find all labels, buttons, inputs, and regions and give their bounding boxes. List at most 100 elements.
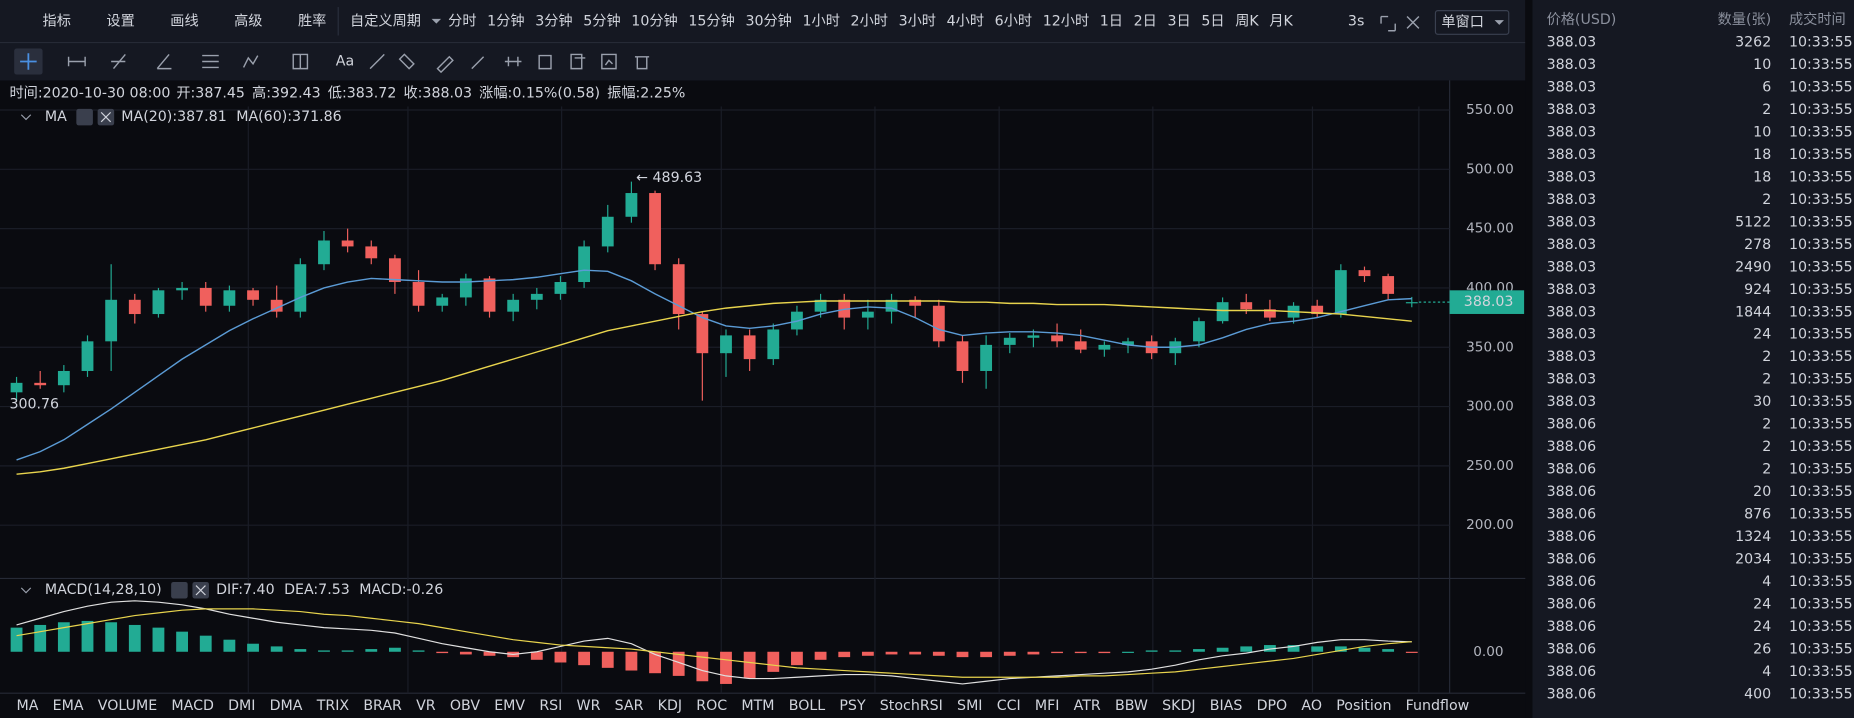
indicator-tab[interactable]: BIAS [1210,698,1243,714]
indicator-tab[interactable]: KDJ [658,698,682,714]
indicator-tab[interactable]: CCI [997,698,1021,714]
indicator-tab[interactable]: WR [577,698,601,714]
toolbar-item[interactable]: 3小时 [899,13,936,29]
trade-time: 10:33:55 [1789,80,1853,96]
indicator-tab[interactable]: DMA [270,698,303,714]
toolbar-item[interactable]: 6小时 [995,13,1032,29]
toolbar-item[interactable]: 2小时 [851,13,888,29]
indicator-tab[interactable]: DMI [228,698,255,714]
toolbar-item[interactable]: 4小时 [947,13,984,29]
indicator-tab[interactable]: TRIX [316,698,350,714]
last-price-label: 388.03 [1464,294,1514,310]
info-value: 388.03 [422,85,472,101]
indicator-tab[interactable]: EMA [53,698,84,714]
toolbar-item[interactable]: 5分钟 [583,12,620,29]
trade-qty: 2034 [1735,551,1771,567]
window-mode[interactable]: 单窗口 [1441,13,1484,30]
window-button[interactable] [1434,10,1510,35]
candle-body [1193,321,1205,342]
trade-qty: 6 [1762,80,1771,96]
indicator-tab[interactable]: VR [416,698,436,714]
indicator-tab[interactable]: MA [17,698,39,714]
candle-body [483,278,496,312]
macd-bar [10,627,23,652]
macd-bar [696,651,709,682]
indicator-tab[interactable]: MFI [1035,698,1060,714]
toolbar-item[interactable]: 周K [1235,13,1259,29]
info-label: 开: [176,85,195,101]
trade-qty: 1324 [1735,529,1771,545]
trade-time: 10:33:55 [1789,462,1853,478]
trade-time: 10:33:55 [1789,147,1853,163]
trade-time: 10:33:55 [1789,35,1853,51]
trade-time: 10:33:55 [1789,686,1853,702]
macd-bar [1382,649,1395,652]
toolbar-item[interactable]: 3分钟 [535,12,572,29]
trade-price: 388.06 [1547,484,1597,500]
indicator-tab[interactable]: VOLUME [98,698,157,714]
toolbar-item[interactable]: 2日 [1134,13,1157,29]
toolbar-item[interactable]: 10分钟 [631,12,677,29]
trade-time: 10:33:55 [1789,417,1853,433]
candle-body [696,314,709,354]
indicator-tab[interactable]: AO [1301,698,1322,714]
indicator-tab[interactable]: BBW [1115,698,1148,714]
trade-time: 10:33:55 [1789,124,1853,140]
indicator-tab[interactable]: OBV [450,698,480,714]
refresh[interactable]: 3s [1348,13,1364,29]
indicator-tab[interactable]: SKDJ [1162,698,1195,714]
toolbar-item[interactable]: 画线 [170,13,198,29]
toolbar-item[interactable]: 设置 [106,13,134,29]
trade-time: 10:33:55 [1789,349,1853,365]
candle-body [980,344,993,371]
settings-icon[interactable] [76,108,93,126]
toolbar-item[interactable]: 5日 [1201,13,1224,29]
toolbar-item[interactable]: 指标 [43,13,71,29]
toolbar-item[interactable]: 3日 [1168,13,1191,29]
candle-body [105,299,118,342]
trade-time: 10:33:55 [1789,641,1853,657]
trade-price: 388.03 [1547,259,1597,275]
toolbar-item[interactable]: 月K [1269,13,1293,29]
indicator-tab[interactable]: DPO [1257,698,1288,714]
indicator-tab[interactable]: EMV [494,698,525,714]
toolbar-item[interactable]: 30分钟 [745,12,791,29]
indicator-tab[interactable]: Position [1336,698,1391,714]
info-label: 高: [252,84,271,101]
toolbar-item[interactable]: 12小时 [1043,13,1089,29]
indicator-tab[interactable]: MTM [741,698,774,714]
toolbar-item[interactable]: 自定义周期 [350,13,421,29]
macd-bar [672,651,685,676]
indicator-tab[interactable]: Fundflow [1406,698,1470,714]
macd-bar [1122,651,1134,653]
toolbar-item[interactable]: 1日 [1100,13,1123,29]
trade-qty: 400 [1744,686,1771,702]
indicator-tab[interactable]: SMI [957,698,982,714]
indicator-tab[interactable]: BOLL [789,698,826,714]
indicator-tab[interactable]: PSY [839,698,866,714]
text-tool[interactable]: Aa [336,54,354,70]
toolbar-item[interactable]: 1小时 [803,13,840,29]
toolbar-item[interactable]: 胜率 [298,12,326,29]
collapse-arrow [20,114,32,121]
indicator-tab[interactable]: ATR [1074,698,1101,714]
trade-price: 388.03 [1547,394,1597,410]
candle-body [223,290,236,306]
close-glyph [195,585,206,596]
indicator-tab[interactable]: SAR [615,698,644,714]
toolbar-item[interactable]: 15分钟 [688,12,734,29]
toolbar-item[interactable]: 高级 [234,12,262,29]
trade-time: 10:33:55 [1789,529,1853,545]
toolbar-item[interactable]: 分时 [448,13,476,29]
indicator-tab[interactable]: RSI [539,698,562,714]
indicator-tab[interactable]: ROC [696,698,727,714]
toolbar-item[interactable]: 1分钟 [487,12,524,29]
indicator-tab[interactable]: BRAR [363,698,402,714]
indicator-tab[interactable]: StochRSI [880,698,943,714]
candle-body [34,382,47,386]
trade-time: 10:33:55 [1789,439,1853,455]
indicator-tab[interactable]: MACD [171,698,214,714]
settings-icon[interactable] [171,581,188,599]
trade-price: 388.06 [1547,507,1597,523]
